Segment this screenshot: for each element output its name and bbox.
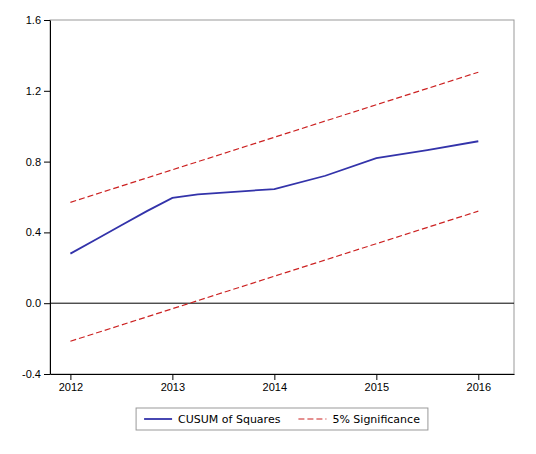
tick: 2014 [263,374,287,393]
tick-label: 0.4 [26,226,41,238]
legend-swatch [298,418,326,419]
tick-label: 0.0 [26,297,41,309]
series-line [70,141,478,253]
tick-label: 1.2 [26,85,41,97]
tick: 0.0 [26,297,50,309]
tick: 0.4 [26,226,50,238]
tick-mark [274,374,275,380]
legend-label: 5% Significance [332,413,420,426]
series-line [70,211,478,341]
tick-mark [44,91,50,92]
legend-swatch [144,418,172,420]
y-axis: -0.4 0.0 0.4 0.8 1.2 1.6 [22,14,50,380]
chart-container: 2012 2013 2014 2015 2016 -0.4 0.0 0.4 0.8 1.2 1.6 C… [0,0,536,454]
tick-mark [44,303,50,304]
axis-line [50,21,51,375]
legend-item: 5% Significance [298,413,420,426]
legend-label: CUSUM of Squares [178,413,281,426]
axis-line [51,374,515,375]
legend-item: CUSUM of Squares [144,413,281,426]
tick-mark [172,374,173,380]
legend: CUSUM of Squares 5% Significance [136,408,428,430]
tick: 2012 [59,374,83,393]
tick-label: 2015 [365,381,389,393]
tick-mark [44,232,50,233]
tick-label: 2013 [161,381,185,393]
tick-mark [376,374,377,380]
tick-label: 2014 [263,381,287,393]
tick: -0.4 [22,368,50,380]
legend-frame [136,408,428,430]
x-axis: 2012 2013 2014 2015 2016 [51,374,515,393]
tick-label: 1.6 [26,14,41,26]
tick-mark [44,162,50,163]
tick-mark [478,374,479,380]
tick: 2013 [161,374,185,393]
series-line [70,72,478,202]
zero-line [50,303,514,304]
tick: 1.2 [26,85,50,97]
chart: 2012 2013 2014 2015 2016 -0.4 0.0 0.4 0.8 1.2 1.6 C… [0,0,536,454]
tick-mark [70,374,71,380]
tick: 0.8 [26,156,50,168]
tick-label: 0.8 [26,156,41,168]
data-layer [50,72,514,341]
tick: 2015 [365,374,389,393]
plot-frame [50,20,514,374]
tick-label: -0.4 [22,368,41,380]
tick-label: 2016 [467,381,491,393]
tick-label: 2012 [59,381,83,393]
tick-mark [44,374,50,375]
tick: 1.6 [26,14,50,26]
tick: 2016 [467,374,491,393]
plot-area: 2012 2013 2014 2015 2016 -0.4 0.0 0.4 0.8 1.2 1.6 [22,14,514,393]
tick-mark [44,20,50,21]
